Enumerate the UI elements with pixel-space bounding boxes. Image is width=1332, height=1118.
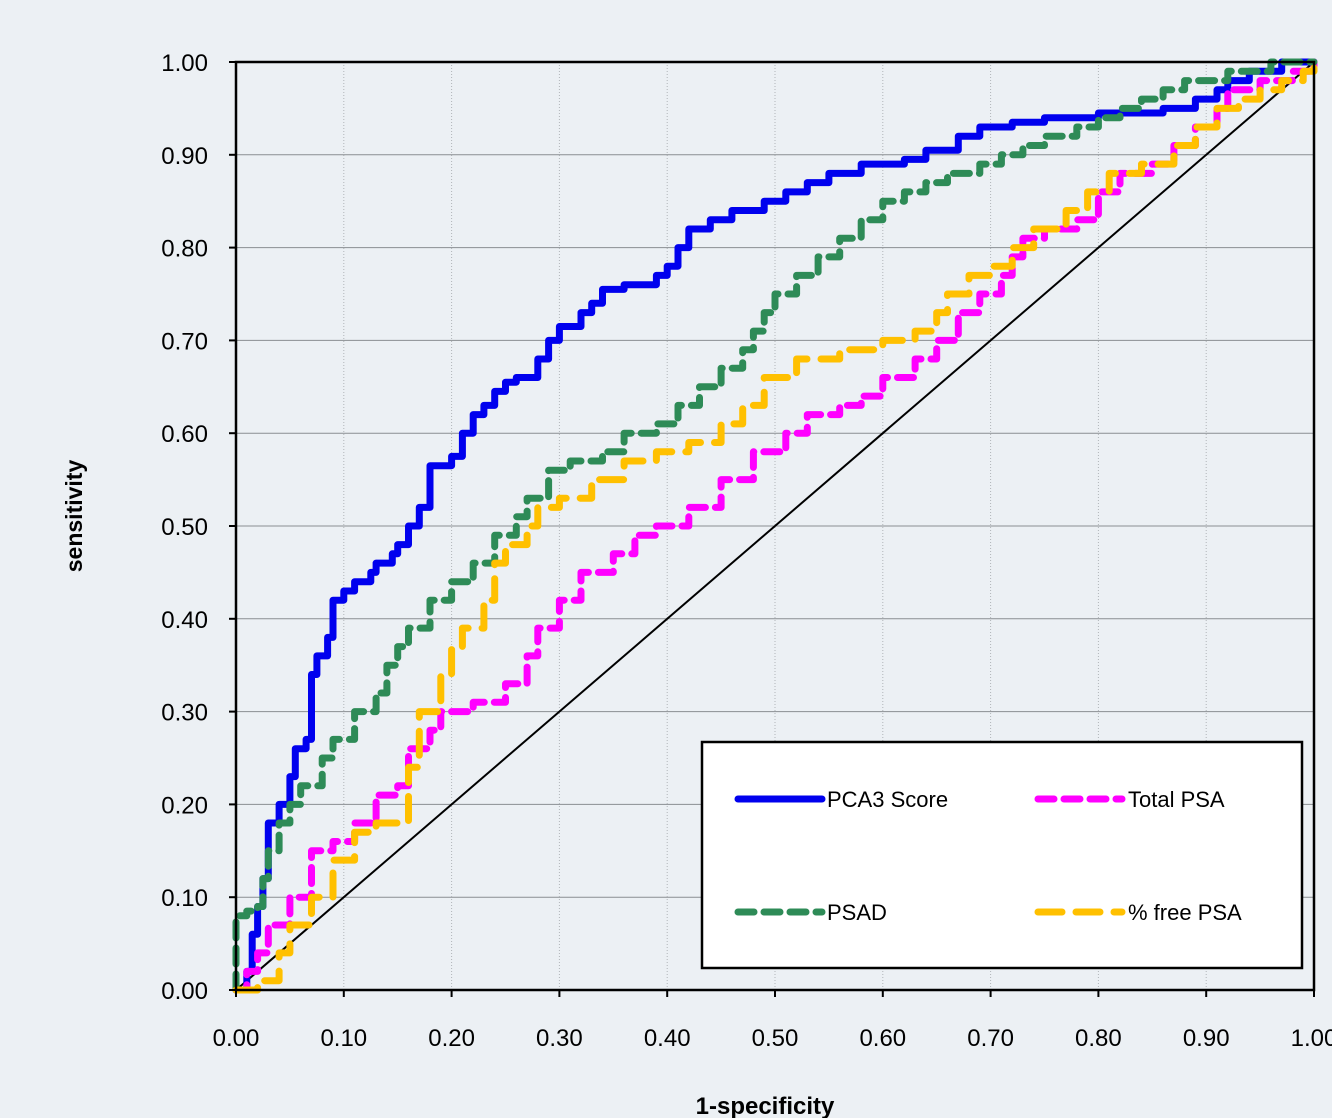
y-tick-label: 0.00 bbox=[161, 978, 208, 1005]
y-tick-label: 0.60 bbox=[161, 421, 208, 448]
y-tick-label: 0.50 bbox=[161, 514, 208, 541]
legend-label-free-psa: % free PSA bbox=[1128, 900, 1242, 925]
legend-label-psad: PSAD bbox=[827, 900, 887, 925]
x-tick-label: 0.70 bbox=[967, 1025, 1014, 1052]
x-tick-label: 0.30 bbox=[536, 1025, 583, 1052]
x-tick-label: 0.60 bbox=[859, 1025, 906, 1052]
series-line-0 bbox=[232, 58, 1318, 994]
y-axis-title: sensitivity bbox=[61, 460, 87, 573]
x-tick-label: 0.90 bbox=[1183, 1025, 1230, 1052]
y-tick-label: 0.80 bbox=[161, 236, 208, 263]
y-tick-label: 0.90 bbox=[161, 143, 208, 170]
y-tick-label: 0.10 bbox=[161, 885, 208, 912]
y-tick-label: 0.70 bbox=[161, 328, 208, 355]
x-axis-title: 1-specificity bbox=[696, 1093, 835, 1118]
y-tick-label: 0.40 bbox=[161, 607, 208, 634]
reference-diagonal bbox=[235, 61, 1315, 991]
y-tick-label: 0.20 bbox=[161, 792, 208, 819]
x-tick-label: 0.20 bbox=[428, 1025, 475, 1052]
series-layer bbox=[232, 58, 1318, 994]
legend-label-pca3: PCA3 Score bbox=[827, 787, 948, 812]
y-tick-labels: 0.00 0.10 0.20 0.30 0.40 0.50 0.60 0.70 0.80 0.90… bbox=[161, 50, 236, 1005]
y-tick-label: 1.00 bbox=[161, 50, 208, 77]
x-tick-label: 0.40 bbox=[644, 1025, 691, 1052]
x-tick-label: 0.10 bbox=[320, 1025, 367, 1052]
x-tick-label: 1.00 bbox=[1291, 1025, 1332, 1052]
series-line-2 bbox=[232, 58, 1318, 994]
legend-box bbox=[700, 740, 1304, 970]
y-tick-label: 0.30 bbox=[161, 700, 208, 727]
series-line-1 bbox=[232, 58, 1318, 994]
x-tick-labels: 0.00 0.10 0.20 0.30 0.40 0.50 0.60 0.70 0.80 0.90… bbox=[213, 990, 1332, 1052]
series-line-3 bbox=[232, 58, 1318, 994]
x-tick-label: 0.80 bbox=[1075, 1025, 1122, 1052]
x-tick-label: 0.50 bbox=[752, 1025, 799, 1052]
legend: PCA3 Score Total PSA PSAD % free PSA bbox=[700, 740, 1304, 970]
legend-label-total-psa: Total PSA bbox=[1128, 787, 1225, 812]
x-tick-label: 0.00 bbox=[213, 1025, 260, 1052]
